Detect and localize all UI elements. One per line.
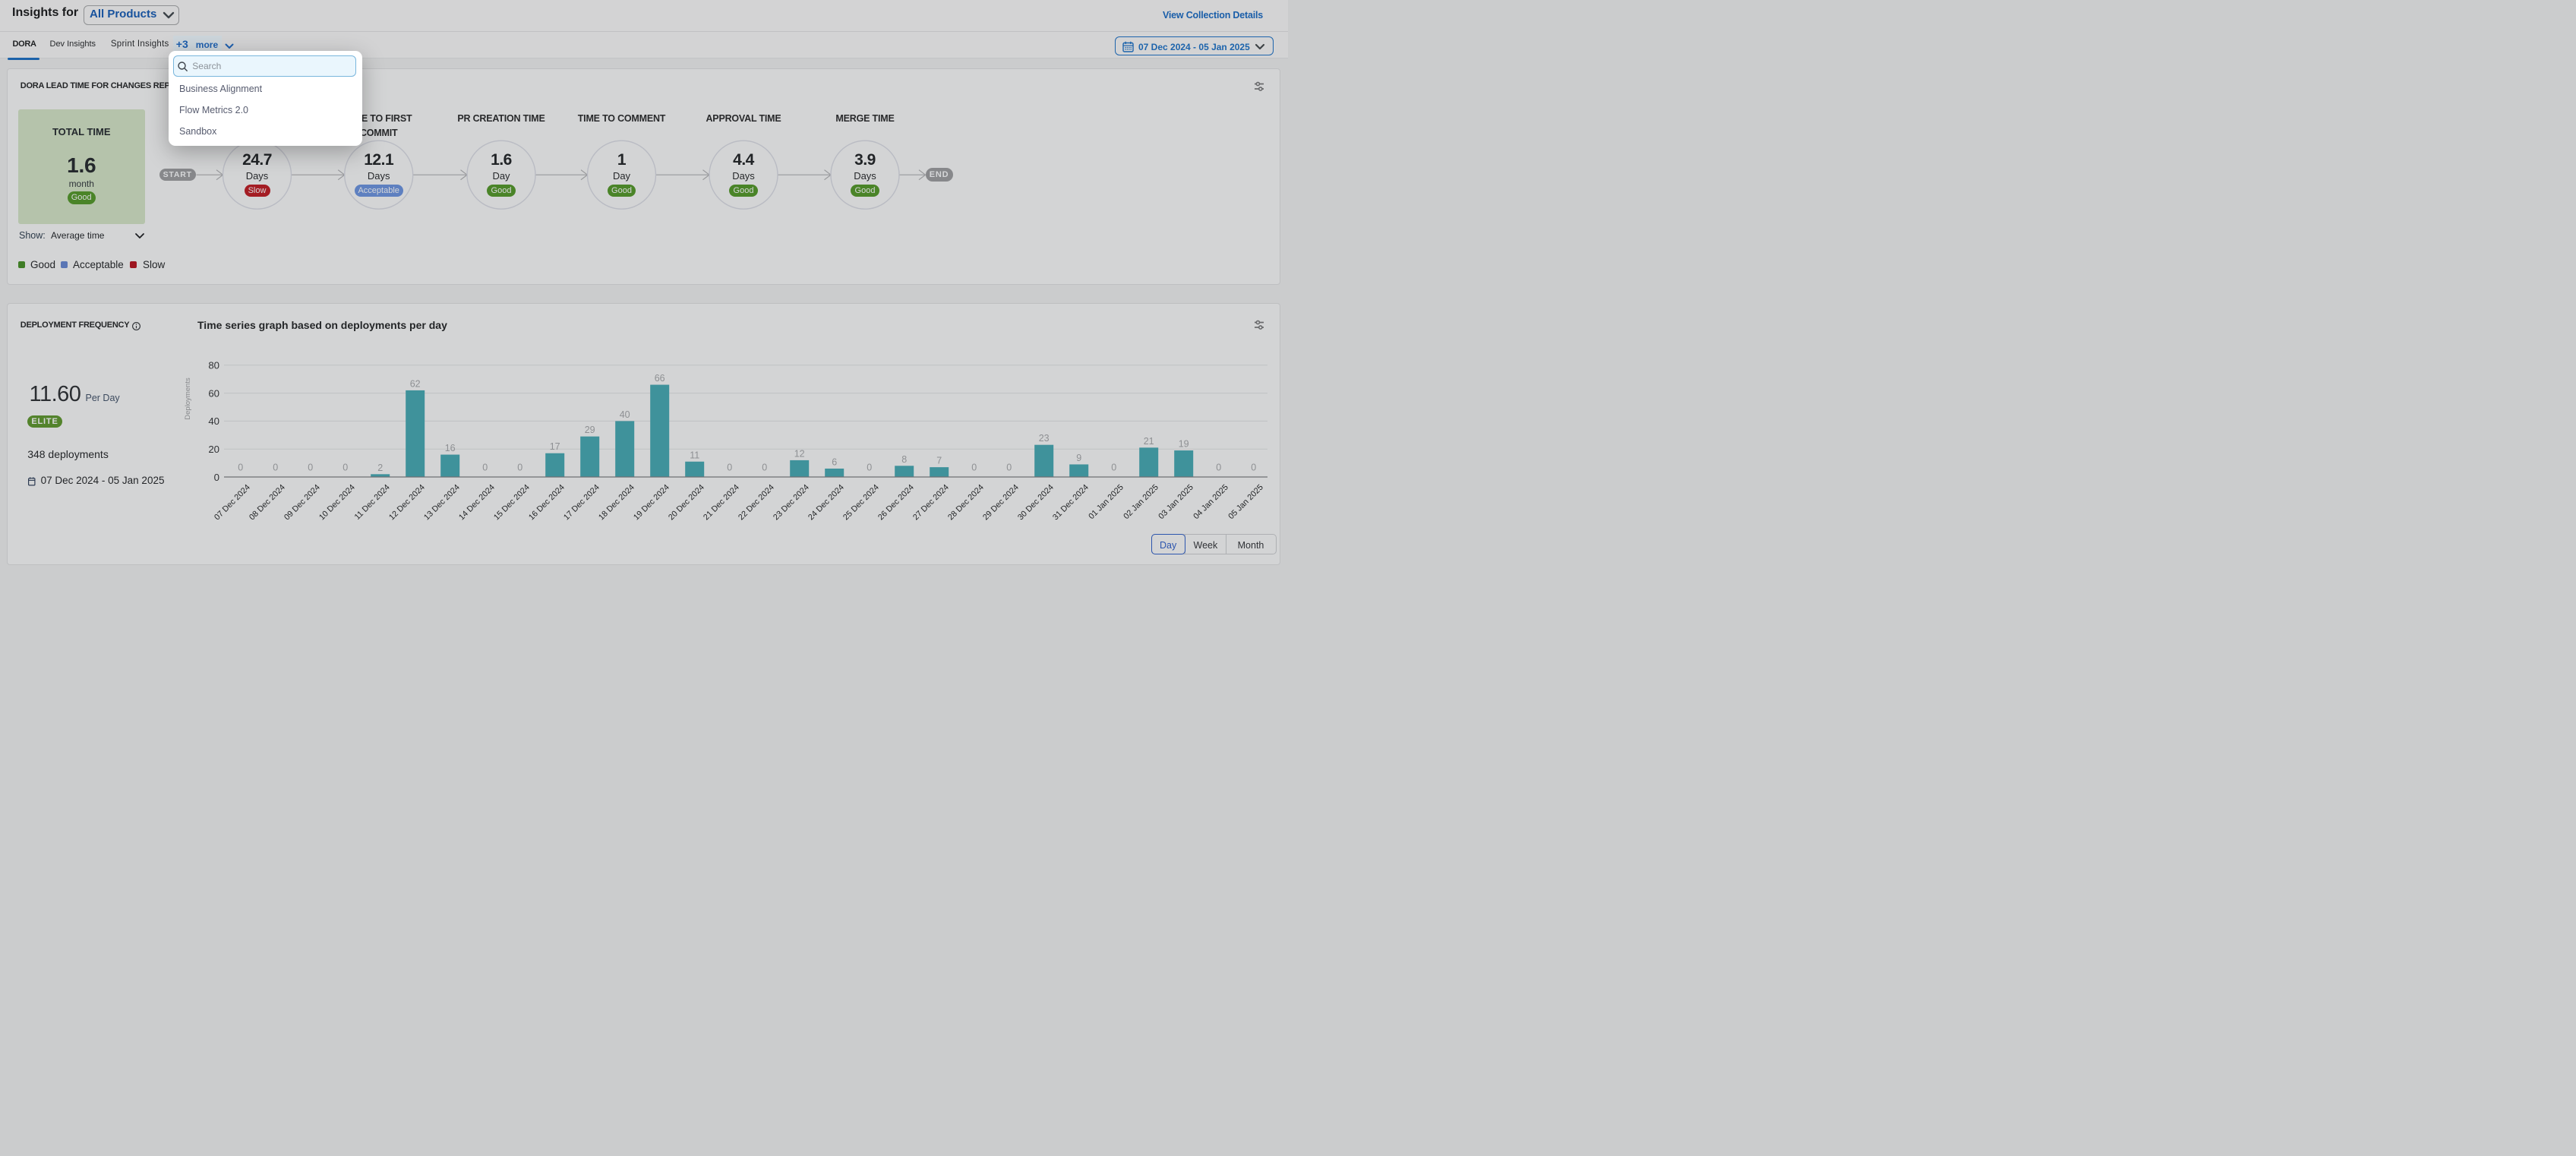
svg-text:0: 0: [727, 463, 732, 473]
svg-text:16 Dec 2024: 16 Dec 2024: [527, 483, 567, 523]
svg-text:31 Dec 2024: 31 Dec 2024: [1051, 483, 1091, 523]
svg-text:23: 23: [1039, 433, 1050, 444]
svg-text:7: 7: [936, 456, 942, 466]
svg-text:8: 8: [901, 454, 907, 465]
svg-text:0: 0: [308, 463, 313, 473]
svg-text:09 Dec 2024: 09 Dec 2024: [283, 483, 322, 523]
svg-text:40: 40: [208, 415, 219, 427]
svg-text:66: 66: [655, 373, 665, 384]
svg-text:0: 0: [343, 463, 348, 473]
svg-text:0: 0: [238, 463, 243, 473]
svg-text:07 Dec 2024: 07 Dec 2024: [213, 483, 252, 523]
svg-text:62: 62: [410, 378, 421, 389]
svg-text:02 Jan 2025: 02 Jan 2025: [1122, 483, 1160, 522]
svg-text:0: 0: [214, 472, 219, 483]
svg-text:27 Dec 2024: 27 Dec 2024: [911, 483, 951, 523]
svg-text:0: 0: [971, 463, 977, 473]
svg-text:10 Dec 2024: 10 Dec 2024: [317, 483, 357, 523]
svg-text:14 Dec 2024: 14 Dec 2024: [457, 483, 497, 523]
svg-text:11 Dec 2024: 11 Dec 2024: [353, 483, 392, 522]
svg-text:12 Dec 2024: 12 Dec 2024: [387, 483, 427, 523]
svg-text:29 Dec 2024: 29 Dec 2024: [981, 483, 1021, 523]
svg-text:20 Dec 2024: 20 Dec 2024: [667, 483, 706, 523]
svg-text:18 Dec 2024: 18 Dec 2024: [597, 483, 636, 523]
svg-text:0: 0: [273, 463, 278, 473]
svg-text:24 Dec 2024: 24 Dec 2024: [807, 483, 846, 523]
svg-text:19 Dec 2024: 19 Dec 2024: [632, 483, 671, 523]
svg-text:11: 11: [690, 450, 699, 460]
svg-text:03 Jan 2025: 03 Jan 2025: [1157, 483, 1195, 522]
svg-text:26 Dec 2024: 26 Dec 2024: [876, 483, 916, 523]
svg-text:6: 6: [832, 456, 837, 467]
svg-text:28 Dec 2024: 28 Dec 2024: [946, 483, 986, 523]
svg-text:21: 21: [1144, 436, 1154, 447]
svg-text:0: 0: [1251, 463, 1256, 473]
svg-text:29: 29: [585, 425, 595, 435]
svg-text:0: 0: [482, 463, 488, 473]
svg-text:17 Dec 2024: 17 Dec 2024: [562, 483, 601, 523]
svg-text:9: 9: [1076, 453, 1081, 463]
svg-text:0: 0: [762, 463, 767, 473]
svg-text:16: 16: [445, 443, 456, 453]
svg-text:22 Dec 2024: 22 Dec 2024: [737, 483, 776, 523]
svg-text:08 Dec 2024: 08 Dec 2024: [248, 483, 287, 523]
svg-text:15 Dec 2024: 15 Dec 2024: [492, 483, 532, 523]
svg-text:17: 17: [550, 441, 560, 452]
svg-text:20: 20: [208, 444, 219, 455]
svg-text:23 Dec 2024: 23 Dec 2024: [772, 483, 811, 523]
svg-text:04 Jan 2025: 04 Jan 2025: [1192, 483, 1230, 522]
svg-text:25 Dec 2024: 25 Dec 2024: [841, 483, 881, 523]
svg-text:05 Jan 2025: 05 Jan 2025: [1226, 483, 1265, 522]
svg-text:30 Dec 2024: 30 Dec 2024: [1016, 483, 1056, 523]
svg-text:0: 0: [1006, 463, 1012, 473]
svg-text:21 Dec 2024: 21 Dec 2024: [702, 483, 741, 523]
svg-text:12: 12: [794, 448, 805, 459]
svg-text:0: 0: [1111, 463, 1116, 473]
svg-text:Deployments: Deployments: [184, 377, 192, 420]
svg-text:60: 60: [208, 387, 219, 399]
svg-text:2: 2: [377, 463, 383, 473]
svg-text:13 Dec 2024: 13 Dec 2024: [422, 483, 462, 523]
svg-text:80: 80: [208, 360, 219, 371]
svg-text:19: 19: [1179, 439, 1189, 450]
svg-text:0: 0: [867, 463, 872, 473]
svg-text:40: 40: [620, 409, 630, 420]
svg-text:0: 0: [517, 463, 522, 473]
svg-text:01 Jan 2025: 01 Jan 2025: [1087, 483, 1125, 522]
svg-text:0: 0: [1216, 463, 1221, 473]
